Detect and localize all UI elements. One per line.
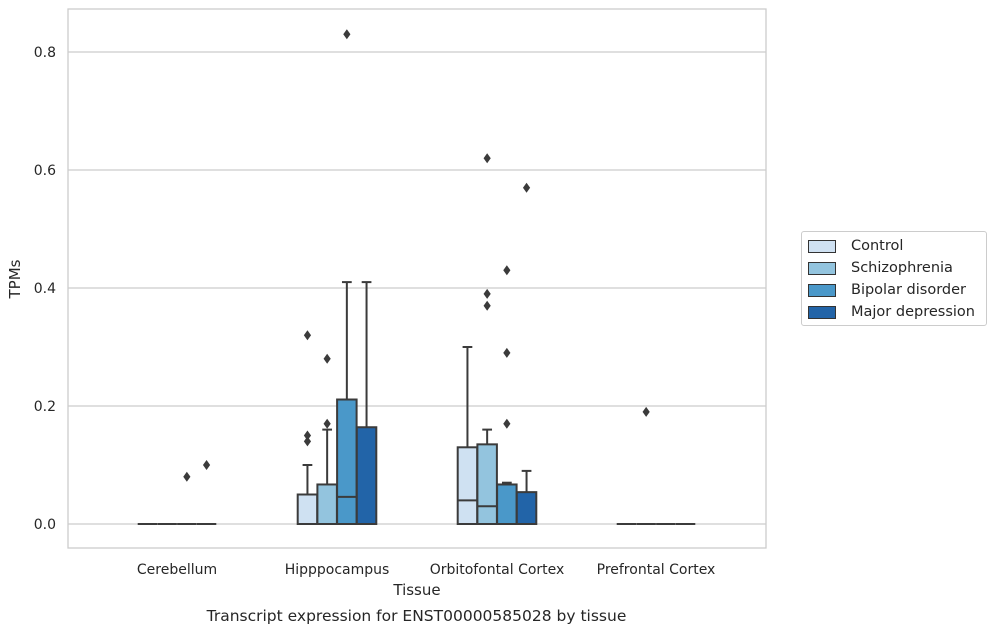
legend: Control Schizophrenia Bipolar disorder M… [801,231,987,326]
box-body [496,483,518,525]
y-tick-label: 0.4 [34,281,56,297]
box-3-1 [636,406,656,525]
box-2-2 [496,265,518,525]
outlier-point [642,406,650,417]
outlier-point [483,288,491,299]
outlier-point [183,471,191,482]
legend-item-major-depression: Major depression [808,302,975,322]
box-2-3 [515,182,538,526]
box-body [476,443,498,526]
x-axis-label: Tissue [392,581,440,599]
outlier-point [483,300,491,311]
y-tick-label: 0.6 [34,163,56,179]
outlier-point [323,418,331,429]
boxes [137,29,696,526]
box-0-2 [177,471,197,525]
legend-item-schizophrenia: Schizophrenia [808,258,953,278]
outlier-point [202,460,211,470]
legend-swatch-major-depression [808,305,836,319]
legend-swatch-schizophrenia [808,261,836,275]
box-body [456,446,479,525]
x-tick-label: Prefrontal Cortex [597,562,716,578]
chart-caption: Transcript expression for ENST0000058502… [206,607,627,625]
box-0-3 [196,460,217,525]
outlier-point [323,353,331,364]
box-2-1 [476,153,498,526]
outlier-point [503,265,511,276]
outlier-point [343,29,351,40]
outlier-point [303,436,312,447]
y-tick-label: 0.8 [34,45,56,61]
plot-frame [67,8,767,549]
legend-item-bipolar-disorder: Bipolar disorder [808,280,966,300]
y-tick-label: 0.2 [34,399,56,415]
box-body [296,493,319,525]
y-tick-label: 0.0 [34,517,56,533]
x-tick-label: Cerebellum [137,562,217,578]
y-axis-ticks: 0.0 0.2 0.4 0.6 0.8 [34,45,56,533]
x-tick-label: Hipppocampus [285,562,390,578]
legend-label-major-depression: Major depression [851,304,975,320]
box-body [355,426,378,525]
legend-swatch-bipolar-disorder [808,283,836,297]
outlier-point [522,182,531,193]
outlier-point [503,418,511,429]
box-1-2 [336,29,358,526]
x-tick-label: Orbitofontal Cortex [430,562,565,578]
grid-lines [68,51,766,525]
legend-label-bipolar-disorder: Bipolar disorder [851,282,966,298]
box-1-3 [355,281,378,525]
box-body [336,398,358,526]
legend-swatch-control [808,239,836,253]
box-body [316,483,338,525]
outlier-point [303,430,312,441]
x-axis-ticks: Cerebellum Hipppocampus Orbitofontal Corte… [137,562,715,578]
outlier-point [503,347,511,358]
outlier-point [303,330,312,341]
legend-label-control: Control [851,238,904,254]
outlier-point [483,153,491,164]
box-2-0 [456,346,479,525]
legend-item-control: Control [808,236,903,256]
y-axis-label: TPMs [6,259,24,299]
box-body [515,491,538,526]
box-1-0 [296,330,319,525]
box-1-1 [316,353,338,525]
legend-label-schizophrenia: Schizophrenia [851,260,953,276]
